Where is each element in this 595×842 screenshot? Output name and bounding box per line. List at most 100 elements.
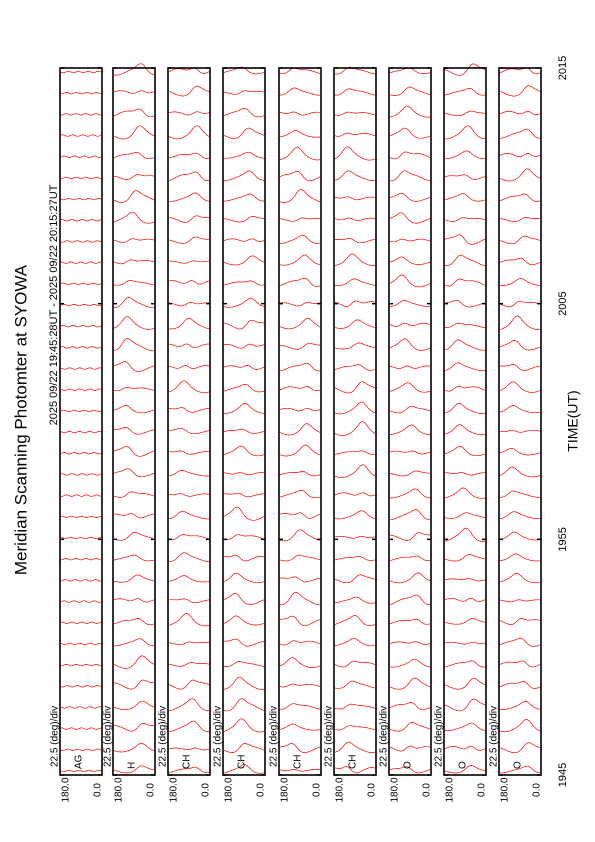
trace: [60, 685, 102, 688]
trace: [60, 769, 102, 773]
x-tick-label: 2015: [557, 56, 569, 80]
channel-label: CH: [237, 755, 248, 769]
y-tick-label: 180.0: [169, 777, 180, 802]
trace: [168, 679, 210, 690]
trace: [223, 238, 265, 242]
trace: [279, 703, 321, 710]
trace: [499, 217, 541, 222]
trace: [223, 615, 265, 626]
trace: [444, 278, 486, 287]
trace: [389, 450, 431, 455]
trace: [60, 706, 102, 709]
trace: [334, 300, 376, 307]
trace: [60, 473, 102, 476]
trace: [60, 176, 102, 180]
trace: [499, 381, 541, 393]
trace: [444, 110, 486, 117]
trace: [113, 125, 155, 140]
trace: [223, 280, 265, 286]
trace: [444, 597, 486, 602]
trace: [60, 303, 102, 307]
trace: [60, 536, 101, 540]
trace: [279, 576, 321, 583]
trace: [114, 638, 154, 647]
trace: [445, 125, 486, 140]
trace: [444, 745, 486, 751]
trace: [444, 722, 486, 731]
trace: [279, 111, 321, 116]
trace: [113, 387, 155, 392]
trace: [223, 743, 265, 753]
scale-label: 22.5 (deg)/div: [379, 706, 390, 767]
trace: [224, 492, 265, 498]
trace: [389, 256, 431, 265]
trace: [444, 445, 486, 457]
scale-label: 22.5 (deg)/div: [269, 706, 280, 767]
scale-label: 22.5 (deg)/div: [434, 706, 445, 767]
trace: [279, 146, 321, 161]
trace: [499, 429, 541, 433]
trace: [279, 189, 321, 203]
trace: [444, 512, 486, 519]
trace: [60, 558, 102, 561]
trace: [279, 657, 321, 668]
trace: [168, 85, 210, 97]
trace: [168, 747, 210, 751]
trace: [389, 702, 431, 711]
trace: [223, 554, 265, 562]
trace: [60, 494, 102, 497]
trace: [168, 152, 210, 159]
trace: [334, 615, 376, 626]
trace: [168, 67, 210, 74]
trace: [60, 346, 102, 349]
trace: [389, 127, 431, 139]
trace: [223, 638, 265, 647]
trace: [113, 491, 155, 498]
trace: [334, 450, 376, 455]
trace: [334, 596, 376, 604]
scale-label: 22.5 (deg)/div: [489, 706, 500, 767]
trace: [444, 578, 486, 582]
channel-label: CH: [348, 755, 359, 769]
channel-label: CH: [293, 755, 304, 769]
trace: [334, 253, 376, 266]
trace: [223, 215, 265, 223]
trace: [279, 362, 320, 372]
trace: [168, 365, 210, 369]
trace: [169, 192, 210, 202]
trace: [279, 67, 321, 75]
trace: [168, 575, 210, 583]
trace: [168, 280, 210, 285]
trace: [389, 405, 431, 414]
trace: [60, 325, 102, 328]
trace: [279, 170, 321, 182]
trace: [334, 111, 376, 116]
trace: [113, 108, 155, 118]
trace: [499, 660, 541, 668]
trace: [223, 383, 265, 393]
trace: [389, 238, 431, 243]
scale-label: 22.5 (deg)/div: [158, 706, 169, 767]
trace: [444, 174, 486, 180]
trace: [499, 128, 540, 139]
chart-title: Meridian Scanning Photomter at SYOWA: [11, 264, 30, 575]
trace: [334, 421, 376, 436]
trace: [389, 532, 431, 541]
trace: [168, 171, 210, 182]
trace: [113, 765, 155, 774]
trace: [223, 343, 265, 349]
trace: [444, 527, 486, 542]
x-tick-label: 2005: [557, 291, 569, 315]
trace: [223, 593, 265, 605]
trace: [168, 380, 210, 394]
trace: [499, 466, 541, 478]
trace: [113, 174, 155, 180]
trace: [168, 236, 210, 244]
trace: [60, 197, 102, 201]
trace: [389, 170, 431, 182]
trace: [499, 315, 541, 330]
panel-frame: [222, 67, 266, 776]
trace: [114, 723, 154, 732]
trace: [444, 217, 486, 222]
